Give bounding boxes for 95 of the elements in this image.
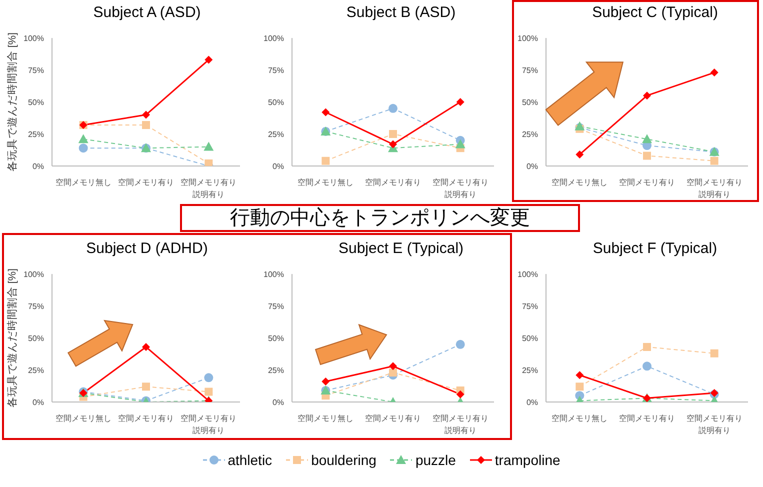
- point: [576, 150, 584, 158]
- y-tick-label: 50%: [268, 334, 284, 343]
- point: [78, 134, 88, 144]
- point: [643, 92, 651, 100]
- point: [78, 144, 88, 153]
- point: [456, 390, 464, 398]
- y-axis-title: 各玩具で遊んだ時間割合 [%]: [6, 32, 19, 172]
- point: [322, 108, 330, 116]
- point: [322, 156, 330, 165]
- point: [142, 342, 150, 351]
- text: 行動の中心をトランポリンへ変更: [180, 204, 580, 232]
- point: [388, 104, 398, 113]
- legend-label: bouldering: [311, 452, 376, 468]
- x-tick-label: 空間メモリ有り説明有り: [180, 413, 238, 437]
- x-tick-label: 空間メモリ有り: [364, 177, 422, 189]
- point: [456, 340, 465, 349]
- y-tick-label: 0%: [32, 162, 44, 171]
- y-tick-label: 50%: [28, 334, 44, 343]
- point: [642, 134, 652, 144]
- x-tick-label: 空間メモリ有り説明有り: [685, 413, 744, 437]
- x-tick-label: 空間メモリ有り: [618, 177, 676, 189]
- y-tick-label: 50%: [522, 98, 538, 107]
- point: [142, 110, 150, 119]
- y-tick-label: 0%: [526, 162, 538, 171]
- point: [389, 140, 397, 148]
- y-tick-label: 75%: [522, 302, 538, 311]
- point: [204, 142, 214, 151]
- chart-title: Subject B (ASD): [345, 3, 457, 23]
- x-tick-label: 空間メモリ有り説明有り: [431, 413, 490, 437]
- y-tick-label: 25%: [522, 130, 538, 139]
- chart-title: Subject C (Typical): [591, 3, 719, 23]
- point: [710, 349, 718, 358]
- point: [576, 382, 584, 391]
- point: [456, 98, 464, 106]
- x-tick-label: 空間メモリ無し: [550, 413, 609, 425]
- y-tick-label: 75%: [28, 66, 44, 75]
- y-tick-label: 75%: [28, 302, 44, 311]
- point: [322, 378, 330, 386]
- y-tick-label: 25%: [28, 130, 44, 139]
- point: [204, 388, 213, 396]
- y-tick-label: 100%: [264, 34, 284, 43]
- point: [710, 68, 718, 77]
- x-tick-label: 空間メモリ無し: [550, 177, 609, 189]
- y-tick-label: 50%: [268, 98, 284, 107]
- y-tick-label: 25%: [268, 130, 284, 139]
- chart-title: Subject D (ADHD): [85, 239, 209, 259]
- y-tick-label: 0%: [272, 162, 284, 171]
- chart-title: Subject E (Typical): [337, 239, 465, 259]
- x-tick-label: 空間メモリ有り: [618, 413, 676, 425]
- y-axis-title: 各玩具で遊んだ時間割合 [%]: [6, 268, 19, 408]
- y-tick-label: 100%: [24, 34, 44, 43]
- y-tick-label: 50%: [522, 334, 538, 343]
- point: [643, 342, 651, 351]
- point: [204, 373, 214, 382]
- point: [576, 371, 584, 380]
- x-tick-label: 空間メモリ有り説明有り: [180, 177, 238, 201]
- x-tick-label: 空間メモリ有り説明有り: [685, 177, 744, 201]
- legend-label: athletic: [228, 452, 272, 468]
- x-tick-label: 空間メモリ無し: [296, 413, 355, 425]
- point: [643, 152, 651, 160]
- point: [204, 159, 213, 166]
- x-tick-label: 空間メモリ有り: [117, 413, 175, 425]
- point: [710, 156, 718, 165]
- y-tick-label: 0%: [272, 398, 284, 407]
- y-tick-label: 25%: [28, 366, 44, 375]
- point: [389, 368, 397, 377]
- y-tick-label: 100%: [518, 270, 538, 279]
- legend-label: puzzle: [415, 452, 456, 468]
- y-tick-label: 0%: [526, 398, 538, 407]
- point: [455, 139, 466, 148]
- y-tick-label: 0%: [32, 398, 44, 407]
- point: [389, 362, 397, 370]
- point: [142, 121, 150, 130]
- y-tick-label: 75%: [522, 66, 538, 75]
- y-tick-label: 25%: [522, 366, 538, 375]
- y-tick-label: 25%: [268, 366, 284, 375]
- x-tick-label: 空間メモリ有り: [117, 177, 175, 189]
- point: [642, 362, 652, 371]
- y-tick-label: 75%: [268, 66, 284, 75]
- y-tick-label: 100%: [264, 270, 284, 279]
- x-tick-label: 空間メモリ無し: [54, 177, 112, 189]
- y-tick-label: 100%: [518, 34, 538, 43]
- chart-title: Subject F (Typical): [592, 239, 718, 259]
- point: [204, 56, 213, 64]
- chart-title: Subject A (ASD): [92, 3, 202, 23]
- point: [389, 130, 397, 138]
- x-tick-label: 空間メモリ有り: [364, 413, 422, 425]
- x-tick-label: 空間メモリ無し: [296, 177, 355, 189]
- y-tick-label: 50%: [28, 98, 44, 107]
- x-tick-label: 空間メモリ無し: [54, 413, 112, 425]
- x-tick-label: 空間メモリ有り説明有り: [431, 177, 490, 201]
- legend-label: trampoline: [494, 452, 560, 468]
- point: [142, 382, 150, 391]
- y-tick-label: 75%: [268, 302, 284, 311]
- y-tick-label: 100%: [24, 270, 44, 279]
